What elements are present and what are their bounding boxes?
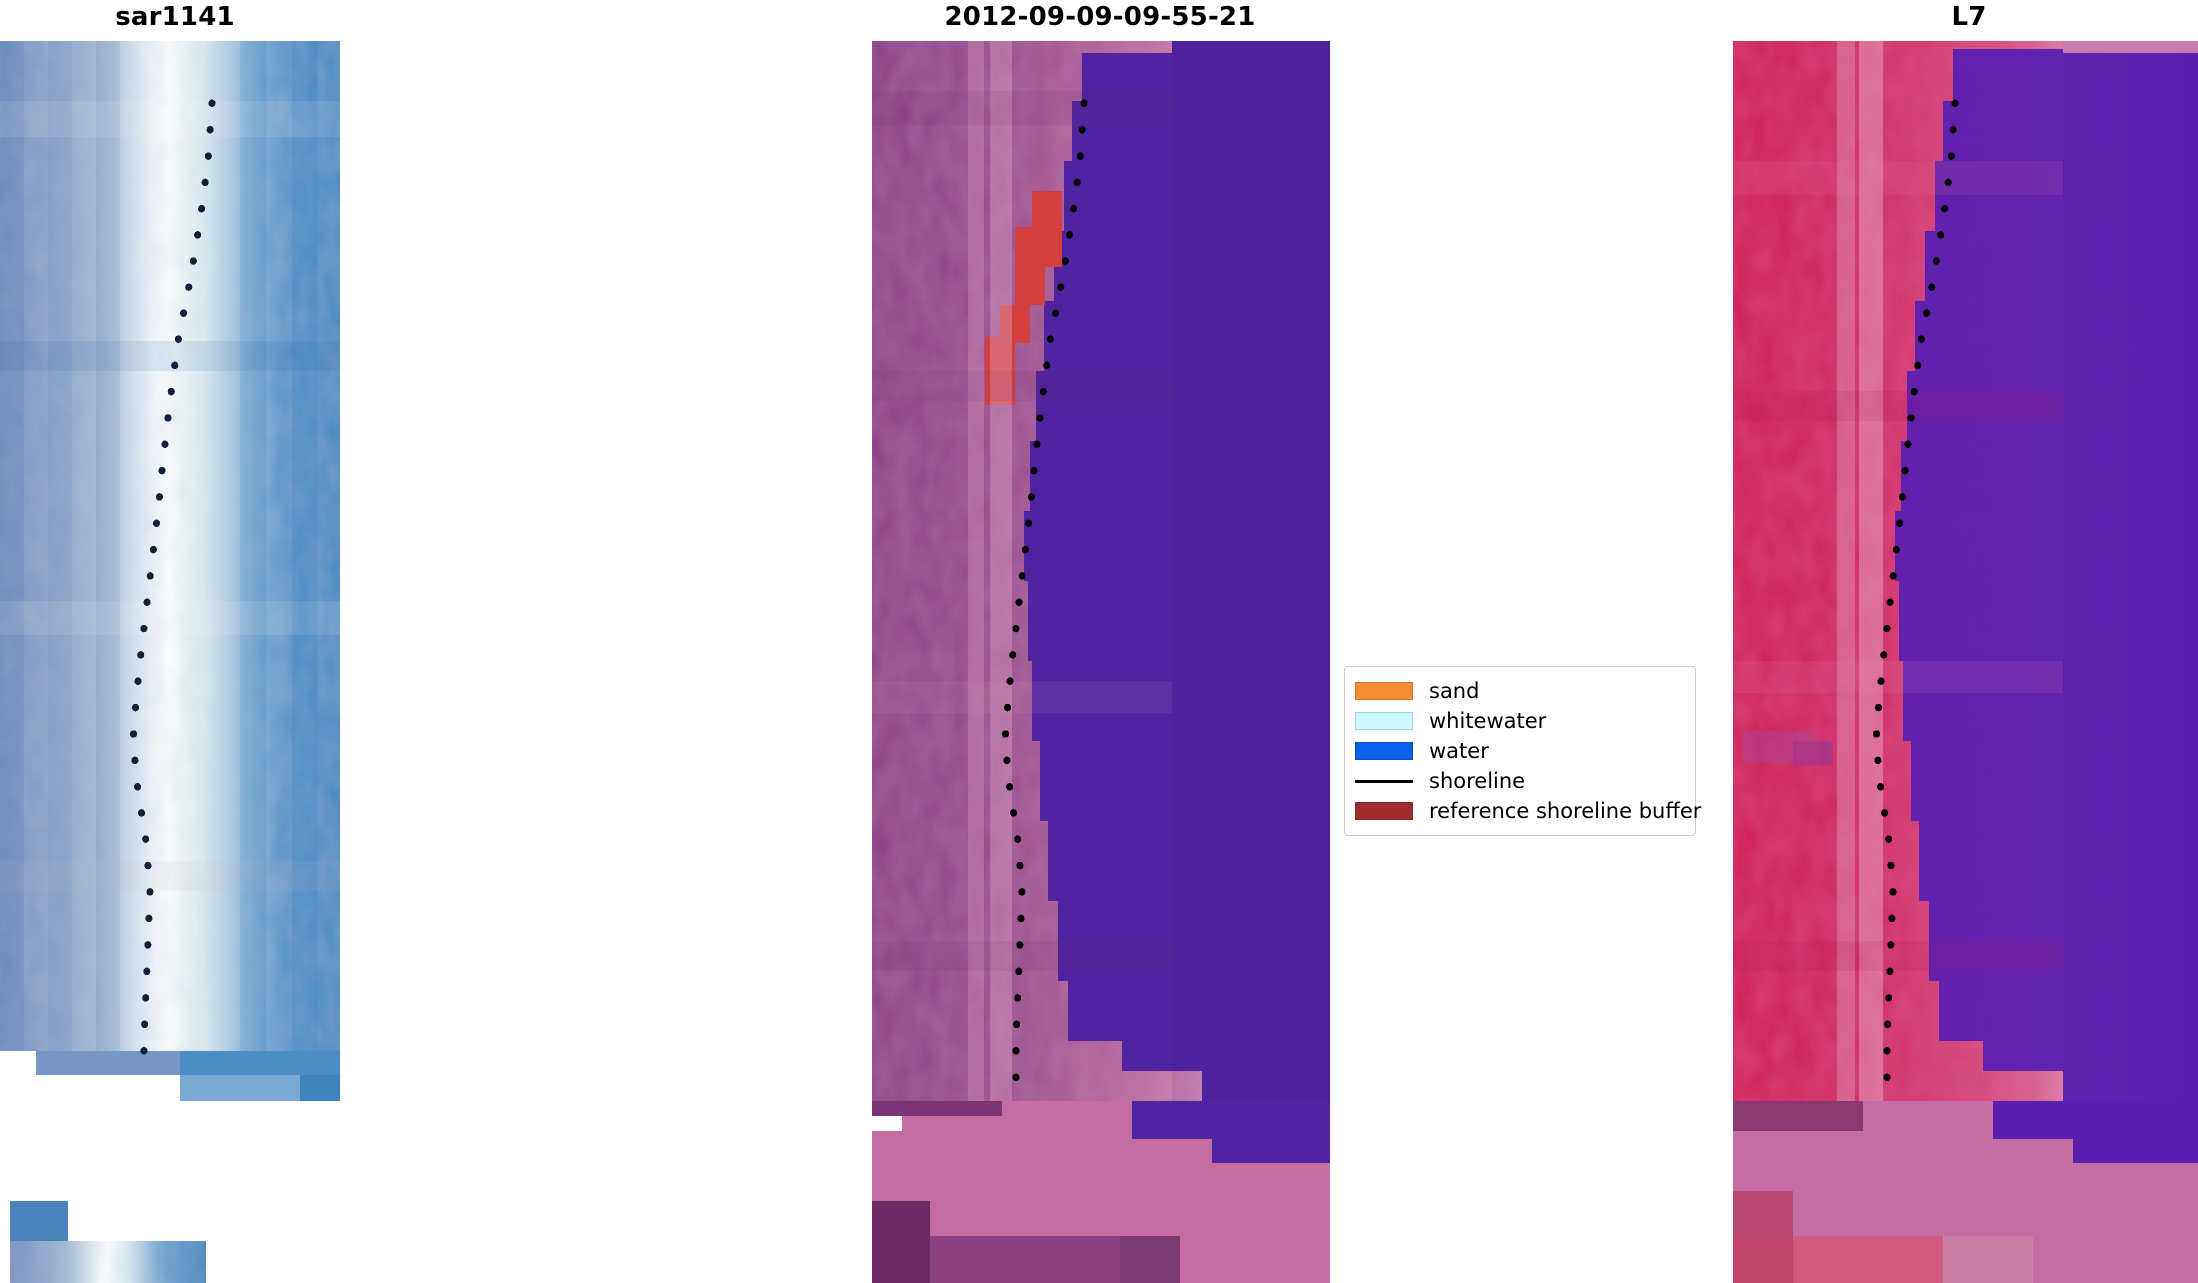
l7-raster-svg bbox=[1733, 41, 2198, 1283]
legend-label-sand: sand bbox=[1429, 678, 1480, 703]
water-color-swatch bbox=[1355, 742, 1413, 760]
panel-sar: sar1141 bbox=[0, 0, 700, 1283]
sar-raster bbox=[0, 41, 340, 1283]
l7-raster bbox=[1733, 41, 2198, 1283]
legend-label-shoreline: shoreline bbox=[1429, 768, 1526, 793]
legend-box: sand whitewater water shoreline referenc… bbox=[1344, 666, 1701, 836]
legend-item-water[interactable]: water bbox=[1355, 736, 1683, 766]
classification-raster bbox=[872, 41, 1330, 1283]
legend-label-reference-shoreline-buffer: reference shoreline buffer bbox=[1429, 798, 1702, 823]
panel-title-sar: sar1141 bbox=[115, 2, 235, 32]
classification-raster-svg bbox=[872, 41, 1330, 1283]
sar-raster-svg bbox=[0, 41, 340, 1283]
whitewater-color-swatch bbox=[1355, 712, 1413, 730]
legend-item-whitewater[interactable]: whitewater bbox=[1355, 706, 1683, 736]
legend-label-water: water bbox=[1429, 738, 1489, 763]
panel-classification: 2012-09-09-09-55-21 bbox=[700, 0, 1500, 1283]
legend-item-sand[interactable]: sand bbox=[1355, 676, 1683, 706]
legend-label-whitewater: whitewater bbox=[1429, 708, 1547, 733]
legend-item-shoreline[interactable]: shoreline bbox=[1355, 766, 1683, 796]
shoreline-line-swatch bbox=[1355, 772, 1413, 790]
panel-title-l7: L7 bbox=[1951, 2, 1987, 32]
sand-color-swatch bbox=[1355, 682, 1413, 700]
legend-item-reference-shoreline-buffer[interactable]: reference shoreline buffer bbox=[1355, 796, 1701, 826]
panel-title-classification: 2012-09-09-09-55-21 bbox=[944, 2, 1256, 32]
reference-shoreline-buffer-color-swatch bbox=[1355, 802, 1413, 820]
panel-l7: L7 bbox=[1500, 0, 2198, 1283]
